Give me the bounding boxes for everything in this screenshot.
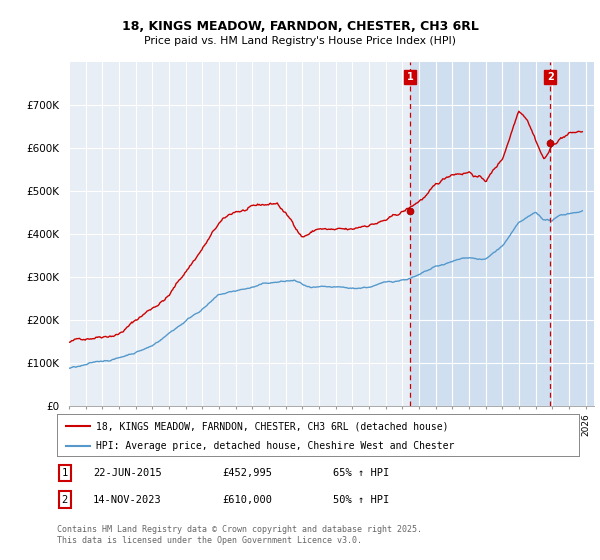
Text: 65% ↑ HPI: 65% ↑ HPI bbox=[333, 468, 389, 478]
Bar bbox=[410, 62, 594, 406]
Text: HPI: Average price, detached house, Cheshire West and Chester: HPI: Average price, detached house, Ches… bbox=[96, 441, 455, 451]
Text: 1: 1 bbox=[407, 72, 413, 82]
Text: Price paid vs. HM Land Registry's House Price Index (HPI): Price paid vs. HM Land Registry's House … bbox=[144, 36, 456, 46]
Text: £452,995: £452,995 bbox=[222, 468, 272, 478]
Text: 1: 1 bbox=[62, 468, 68, 478]
Text: 2: 2 bbox=[547, 72, 554, 82]
Text: 14-NOV-2023: 14-NOV-2023 bbox=[93, 494, 162, 505]
Text: 22-JUN-2015: 22-JUN-2015 bbox=[93, 468, 162, 478]
Text: £610,000: £610,000 bbox=[222, 494, 272, 505]
Text: 2: 2 bbox=[62, 494, 68, 505]
Text: Contains HM Land Registry data © Crown copyright and database right 2025.
This d: Contains HM Land Registry data © Crown c… bbox=[57, 525, 422, 545]
Text: 18, KINGS MEADOW, FARNDON, CHESTER, CH3 6RL: 18, KINGS MEADOW, FARNDON, CHESTER, CH3 … bbox=[122, 20, 478, 32]
Text: 50% ↑ HPI: 50% ↑ HPI bbox=[333, 494, 389, 505]
Text: 18, KINGS MEADOW, FARNDON, CHESTER, CH3 6RL (detached house): 18, KINGS MEADOW, FARNDON, CHESTER, CH3 … bbox=[96, 421, 449, 431]
